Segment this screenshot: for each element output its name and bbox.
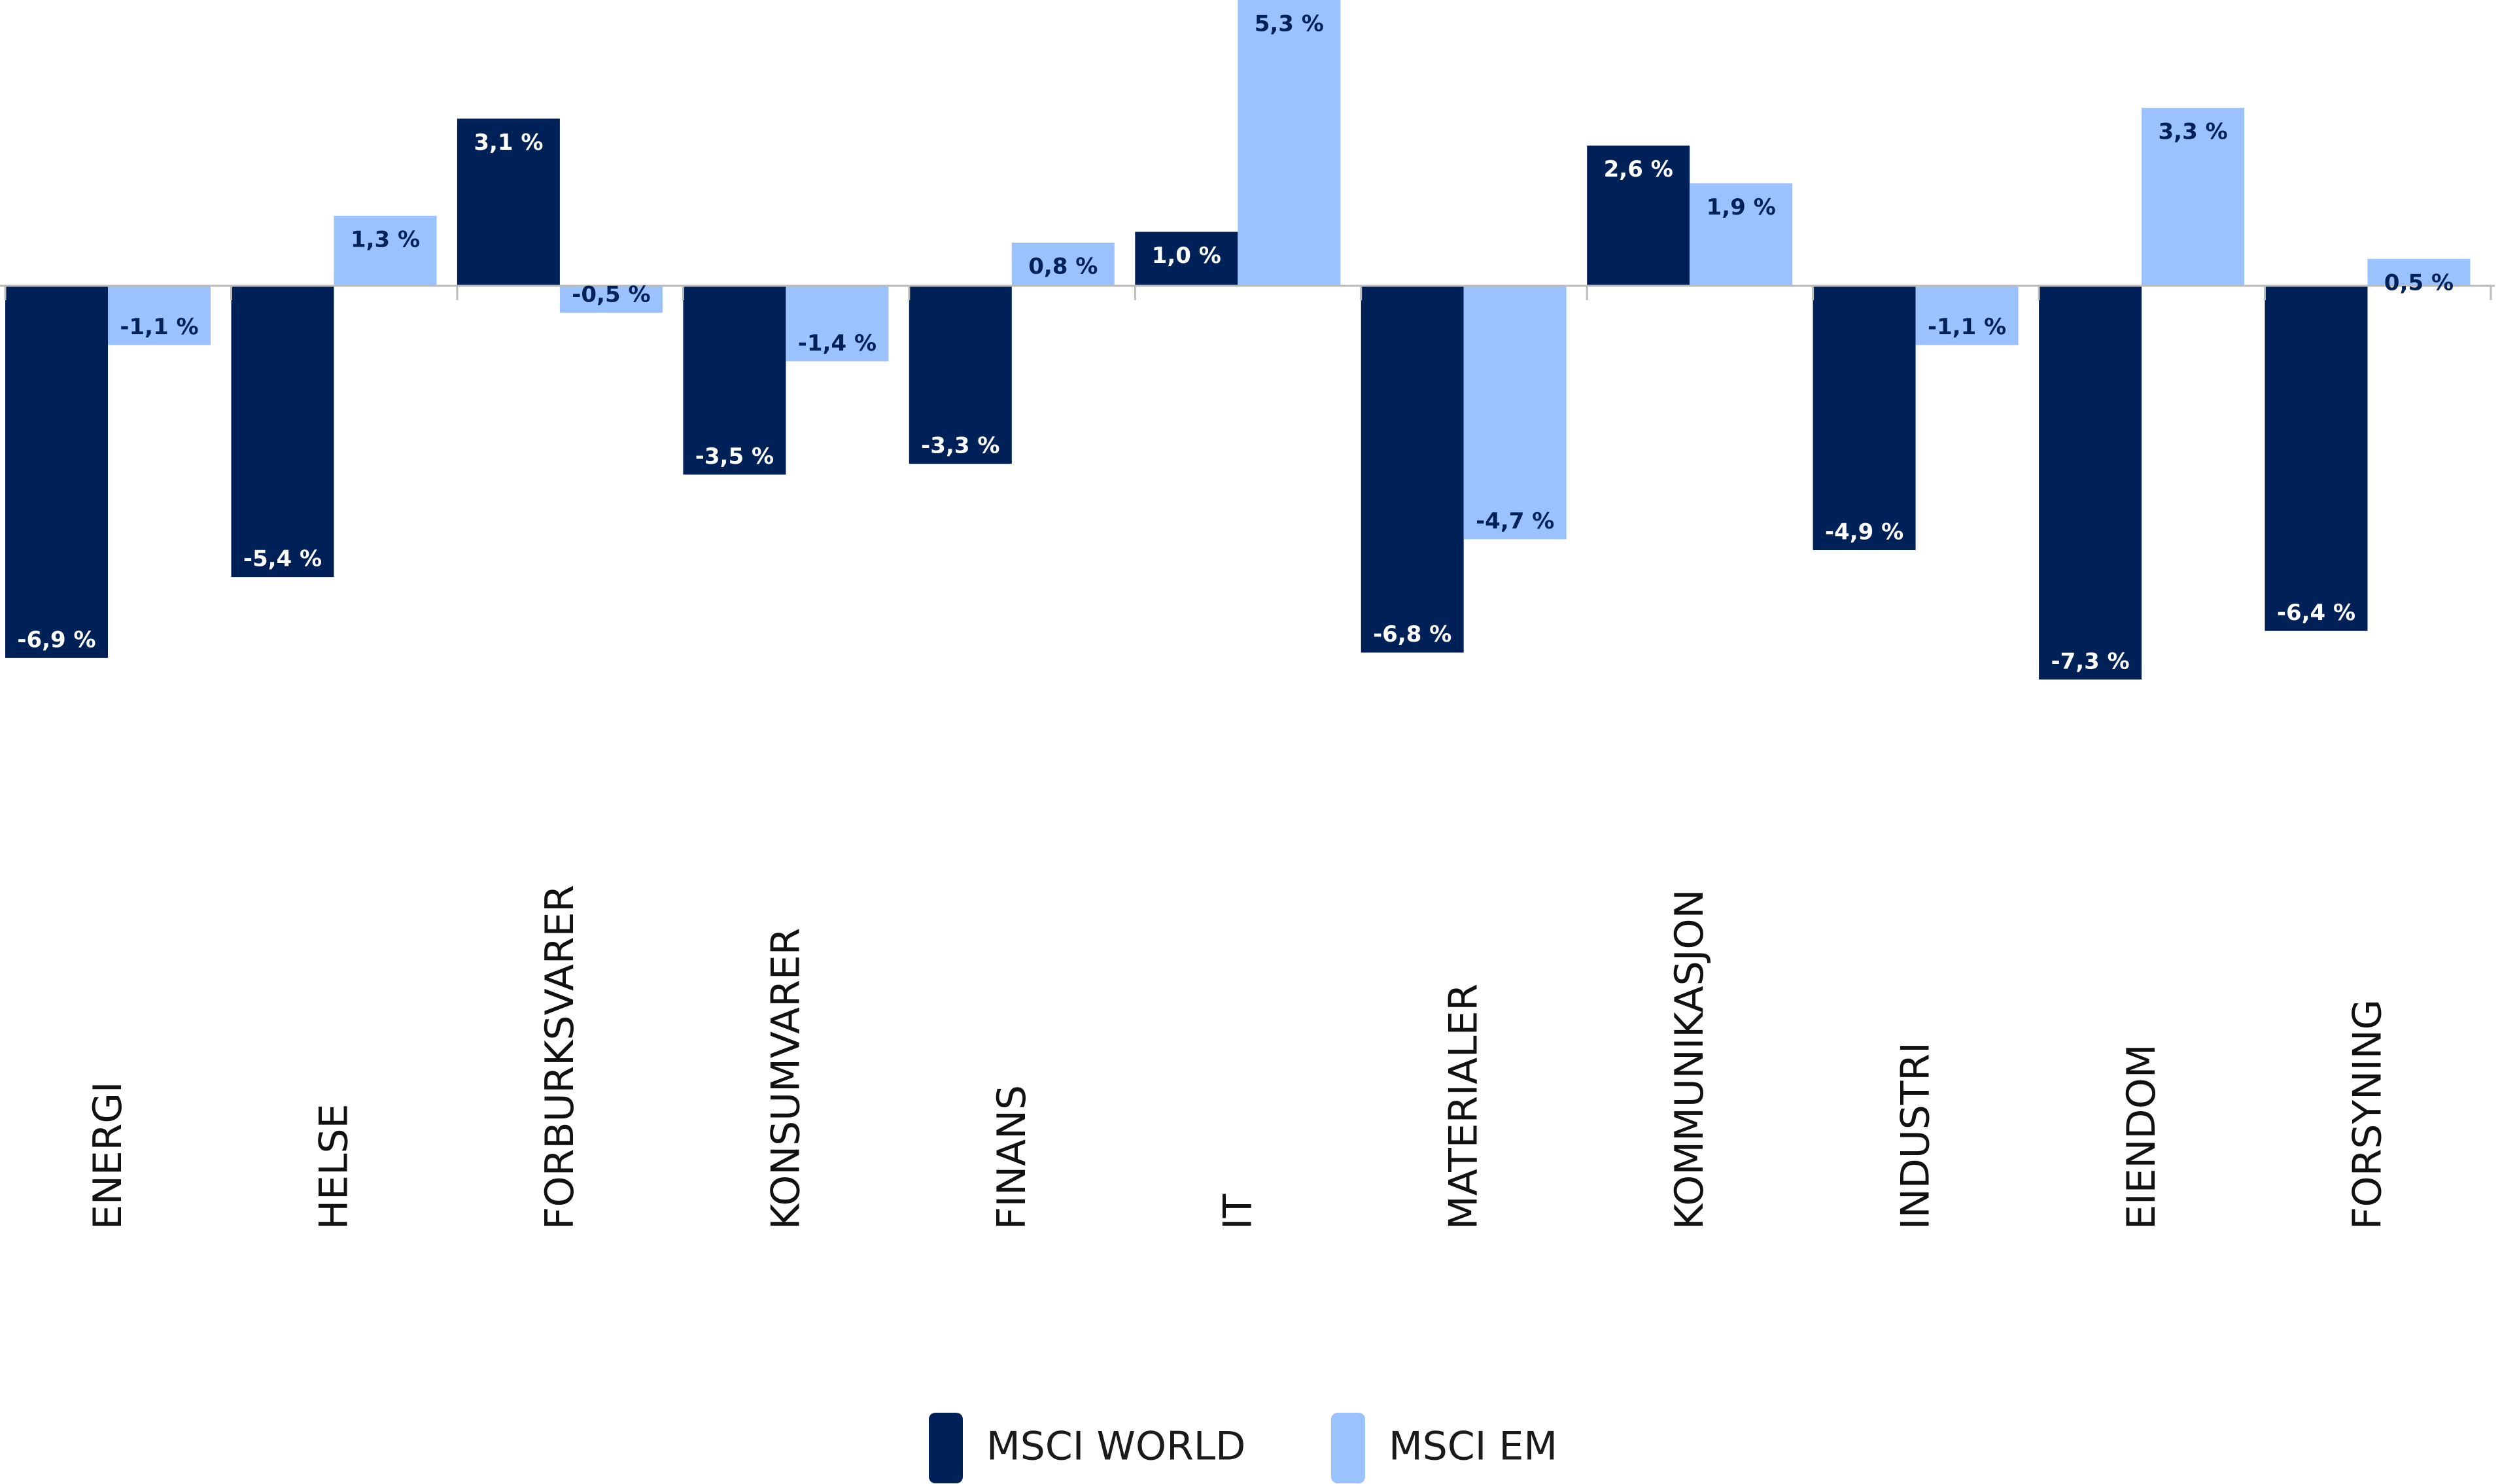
category-label-kommunikasjon: KOMMUNIKASJON	[1667, 889, 1712, 1230]
bar-label-msci-world-kommunikasjon: 2,6 %	[1604, 156, 1673, 182]
bar-label-msci-world-forsyning: -6,4 %	[2277, 600, 2355, 626]
bar-msci-em-forburksvarer	[559, 286, 663, 313]
bar-msci-em-industri	[1915, 286, 2019, 345]
bar-msci-em-kommunikasjon	[1690, 183, 1793, 286]
legend-item-msci-em: MSCI EM	[1331, 1413, 1557, 1483]
bar-msci-em-forsyning	[2367, 258, 2471, 286]
bar-label-msci-world-energi: -6,9 %	[17, 627, 95, 653]
bar-label-msci-world-helse: -5,4 %	[243, 546, 322, 572]
bar-label-msci-em-finans: 0,8 %	[1028, 254, 1098, 280]
bar-labels-layer: -6,9 % -1,1 % -5,4 % 1,3 % 3,1 % -0,5 % -3,5 %…	[17, 11, 2454, 675]
legend-item-msci-world: MSCI WORLD	[929, 1413, 1245, 1483]
bar-msci-world-forburksvarer	[457, 118, 560, 286]
bar-msci-world-it	[1135, 232, 1238, 286]
legend-label: MSCI EM	[1389, 1424, 1557, 1470]
category-label-forburksvarer: FORBURKSVARER	[537, 885, 583, 1230]
bar-msci-em-finans	[1011, 243, 1115, 286]
bar-label-msci-em-kommunikasjon: 1,9 %	[1707, 194, 1776, 220]
category-label-it: IT	[1215, 1194, 1260, 1230]
bar-label-msci-world-materialer: -6,8 %	[1373, 621, 1451, 647]
bar-msci-em-eiendom	[2142, 107, 2245, 286]
bar-label-msci-em-energi: -1,1 %	[120, 314, 198, 340]
bar-label-msci-world-konsumvarer: -3,5 %	[695, 443, 774, 470]
bar-msci-em-it	[1238, 0, 1341, 286]
bar-msci-world-industri	[1813, 286, 1916, 550]
bar-label-msci-em-it: 5,3 %	[1255, 11, 1324, 37]
legend-swatch	[1331, 1413, 1365, 1483]
axis-layer	[0, 285, 2495, 300]
bar-msci-world-forsyning	[2265, 286, 2368, 631]
category-label-forsyning: FORSYNING	[2345, 999, 2391, 1230]
bar-msci-em-energi	[108, 286, 211, 345]
bar-msci-world-finans	[909, 286, 1012, 464]
category-label-finans: FINANS	[989, 1085, 1035, 1230]
bar-label-msci-em-forsyning: 0,5 %	[2384, 269, 2454, 296]
legend-swatch	[929, 1413, 963, 1483]
bar-msci-world-materialer	[1361, 286, 1464, 653]
bar-label-msci-world-it: 1,0 %	[1152, 243, 1221, 269]
category-label-industri: INDUSTRI	[1893, 1042, 1939, 1230]
bar-label-msci-em-industri: -1,1 %	[1928, 314, 2006, 340]
bar-label-msci-world-industri: -4,9 %	[1825, 519, 1903, 545]
bar-msci-world-eiendom	[2039, 286, 2142, 680]
category-label-helse: HELSE	[311, 1104, 357, 1230]
bar-msci-em-helse	[334, 215, 437, 286]
bar-label-msci-em-eiendom: 3,3 %	[2159, 118, 2228, 145]
legend: MSCI WORLD MSCI EM	[929, 1413, 1557, 1483]
bar-label-msci-em-helse: 1,3 %	[351, 226, 420, 252]
bar-label-msci-em-materialer: -4,7 %	[1476, 508, 1554, 534]
bar-msci-world-energi	[5, 286, 108, 658]
bars-layer	[5, 0, 2471, 680]
bar-label-msci-world-finans: -3,3 %	[921, 433, 999, 459]
category-label-energi: ENERGI	[85, 1081, 131, 1230]
bar-msci-world-konsumvarer	[683, 286, 786, 475]
category-label-eiendom: EIENDOM	[2119, 1044, 2164, 1230]
category-label-materialer: MATERIALER	[1441, 984, 1487, 1230]
bar-msci-em-materialer	[1463, 286, 1567, 540]
bar-msci-world-helse	[231, 286, 334, 578]
bar-msci-em-konsumvarer	[786, 286, 889, 362]
bar-label-msci-em-forburksvarer: -0,5 %	[572, 282, 650, 308]
category-label-konsumvarer: KONSUMVARER	[763, 928, 808, 1230]
bar-label-msci-world-eiendom: -7,3 %	[2051, 648, 2129, 674]
bar-label-msci-world-forburksvarer: 3,1 %	[474, 129, 543, 156]
legend-label: MSCI WORLD	[986, 1424, 1245, 1470]
category-labels-layer: ENERGI HELSE FORBURKSVARER KONSUMVARER FINAN…	[85, 885, 2391, 1230]
bar-msci-world-kommunikasjon	[1587, 145, 1690, 286]
bar-label-msci-em-konsumvarer: -1,4 %	[798, 330, 877, 356]
